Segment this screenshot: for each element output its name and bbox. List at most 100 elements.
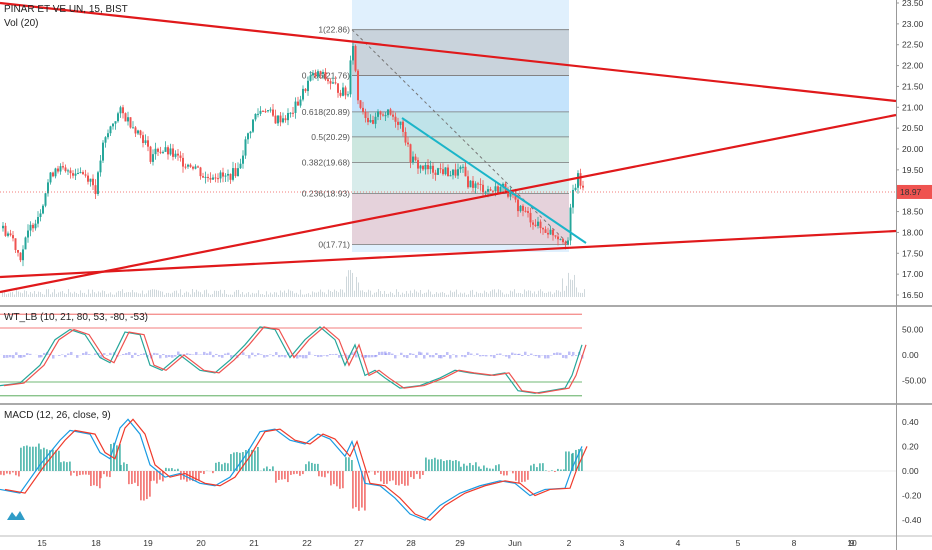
volume-bar <box>358 282 359 297</box>
macd-histogram-bar <box>506 471 508 476</box>
wt-histogram-bar <box>122 354 125 355</box>
candle-body <box>397 121 399 125</box>
tradingview-logo-icon <box>7 511 25 520</box>
volume-bar <box>500 290 501 297</box>
candle-body <box>287 113 289 121</box>
wt-histogram-bar <box>423 355 426 359</box>
volume-bar <box>530 290 531 297</box>
candle-body <box>524 210 527 212</box>
volume-bar <box>20 292 21 297</box>
volume-bar <box>438 293 439 297</box>
volume-bar <box>518 292 519 297</box>
volume-bar <box>130 292 131 297</box>
candle-body <box>544 229 547 233</box>
volume-bar <box>338 292 339 297</box>
macd-histogram-bar <box>168 468 170 471</box>
macd-histogram-bar <box>251 449 253 471</box>
volume-bar <box>24 290 25 297</box>
macd-histogram-bar <box>489 468 491 471</box>
macd-histogram-bar <box>351 459 353 471</box>
candle-body <box>227 173 229 176</box>
macd-histogram-bar <box>134 471 136 483</box>
volume-bar <box>264 294 265 297</box>
macd-histogram-bar <box>90 471 92 487</box>
volume-bar <box>280 290 281 297</box>
wt-histogram-bar <box>391 353 394 355</box>
volume-bar <box>536 294 537 297</box>
macd-histogram-bar <box>0 471 2 475</box>
macd-histogram-bar <box>66 462 68 471</box>
wt-histogram-bar <box>85 351 88 355</box>
macd-histogram-bar <box>551 470 553 471</box>
volume-bar <box>202 294 203 297</box>
volume-bar <box>8 293 9 297</box>
volume-bar <box>416 291 417 297</box>
wt-histogram-bar <box>171 355 174 358</box>
volume-bar <box>4 291 5 297</box>
candle-body <box>529 212 532 223</box>
wt-histogram-bar <box>562 355 565 358</box>
candle-body <box>124 113 127 122</box>
wt-histogram-bar <box>284 355 287 358</box>
candle-body <box>352 46 354 61</box>
volume-bar <box>162 291 163 297</box>
candle-body <box>319 71 322 74</box>
wt-histogram-bar <box>449 355 452 359</box>
macd-histogram-bar <box>35 446 37 471</box>
macd-histogram-bar <box>15 471 17 476</box>
candle-body <box>549 229 552 235</box>
candle-body <box>139 130 142 136</box>
macd-histogram-bar <box>361 471 363 508</box>
volume-bar <box>244 294 245 297</box>
volume-label: Vol (20) <box>4 18 39 29</box>
wt-histogram-bar <box>341 355 344 357</box>
volume-bar <box>80 290 81 297</box>
wt-histogram-bar <box>508 355 511 359</box>
volume-bar <box>318 291 319 297</box>
volume-bar <box>544 292 545 297</box>
price-tick-label: 18.50 <box>902 207 924 217</box>
candle-body <box>67 170 69 172</box>
macd-histogram-bar <box>368 471 370 473</box>
macd-histogram-bar <box>428 459 430 471</box>
candle-body <box>274 115 277 124</box>
last-price-tag <box>897 184 932 199</box>
volume-bar <box>154 289 155 297</box>
volume-bar <box>442 291 443 297</box>
wt-histogram-bar <box>547 355 550 359</box>
x-tick-label: 21 <box>249 538 259 548</box>
candle-body <box>582 185 584 188</box>
candle-body <box>387 109 389 116</box>
candle-body <box>462 166 464 168</box>
candle-body <box>459 166 462 170</box>
wt-histogram-bar <box>452 354 455 355</box>
volume-bar <box>526 291 527 297</box>
wt-histogram-bar <box>269 354 272 355</box>
macd-histogram-bar <box>257 446 259 471</box>
wt-histogram-bar <box>177 351 180 355</box>
volume-bar <box>102 290 103 297</box>
candle-body <box>212 177 214 180</box>
candle-body <box>217 178 219 180</box>
volume-bar <box>512 291 513 297</box>
macd-histogram-bar <box>200 471 202 473</box>
volume-bar <box>138 293 139 297</box>
wt-histogram-bar <box>470 353 473 355</box>
wt-histogram-bar <box>67 353 70 355</box>
candle-body <box>307 80 309 92</box>
macd-histogram-bar <box>85 471 87 475</box>
candle-body <box>49 172 52 183</box>
macd-histogram-bar <box>463 463 465 471</box>
volume-bar <box>572 280 573 297</box>
macd-histogram-bar <box>437 459 439 471</box>
volume-bar <box>238 289 239 297</box>
volume-bar <box>184 292 185 297</box>
candle-body <box>349 60 352 95</box>
candle-body <box>232 168 234 180</box>
volume-bar <box>276 292 277 297</box>
candle-body <box>534 224 537 226</box>
macd-histogram-bar <box>82 471 84 475</box>
price-tick-label: 22.50 <box>902 40 924 50</box>
volume-bar <box>252 292 253 297</box>
